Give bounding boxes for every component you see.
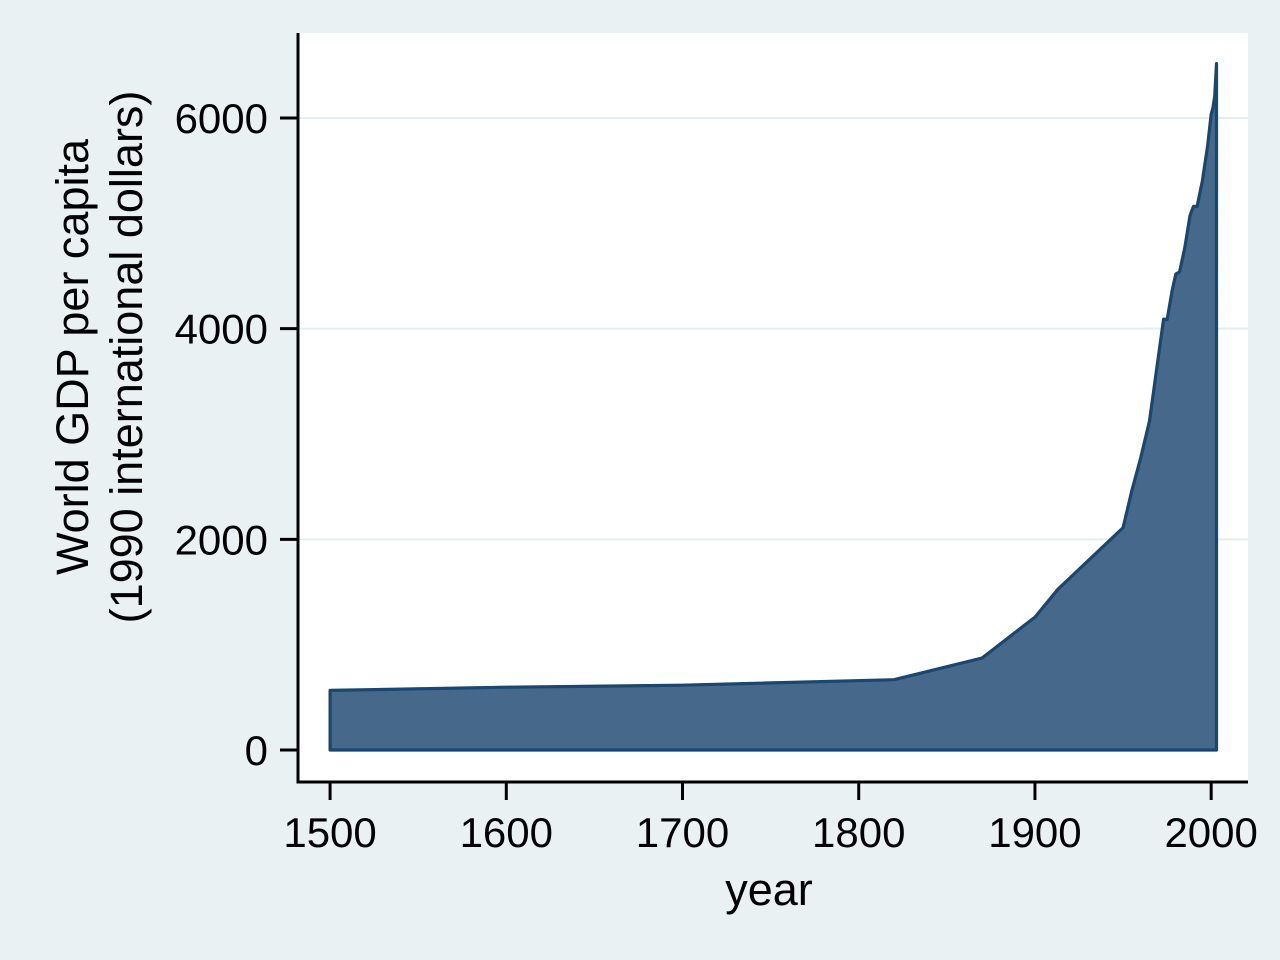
x-axis-ticks xyxy=(328,782,1213,800)
y-tick-label-6000: 6000 xyxy=(175,95,268,142)
x-tick-label-2000: 2000 xyxy=(1164,809,1257,856)
x-tick-label-1800: 1800 xyxy=(812,809,905,856)
y-axis-title-line1: World GDP per capita xyxy=(47,138,98,575)
gridlines xyxy=(298,116,1248,541)
y-tick-label-0: 0 xyxy=(245,727,268,774)
x-axis-tick-labels: 1500 1600 1700 1800 1900 2000 xyxy=(283,809,1258,856)
y-axis-ticks xyxy=(280,116,298,752)
gdp-area-series xyxy=(328,61,1219,752)
x-axis-title: year xyxy=(725,864,813,915)
x-tick-label-1600: 1600 xyxy=(460,809,553,856)
y-tick-label-2000: 2000 xyxy=(175,516,268,563)
x-tick-label-1500: 1500 xyxy=(283,809,376,856)
y-tick-label-4000: 4000 xyxy=(175,306,268,353)
y-axis-title-line2: (1990 international dollars) xyxy=(101,91,152,624)
x-tick-label-1700: 1700 xyxy=(636,809,729,856)
x-tick-label-1900: 1900 xyxy=(988,809,1081,856)
y-axis-tick-labels: 0 2000 4000 6000 xyxy=(175,95,268,774)
